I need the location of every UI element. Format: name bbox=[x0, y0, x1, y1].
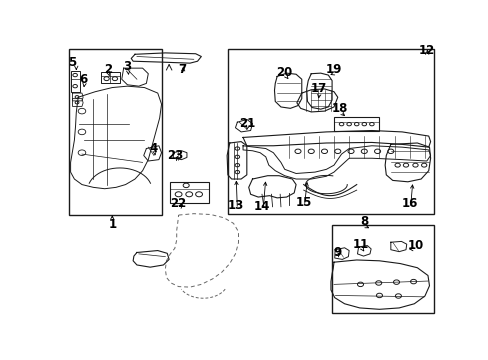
Text: 1: 1 bbox=[108, 218, 116, 231]
Text: 14: 14 bbox=[253, 200, 269, 213]
Text: 6: 6 bbox=[80, 73, 88, 86]
Text: 9: 9 bbox=[332, 246, 341, 259]
Text: 12: 12 bbox=[418, 44, 434, 57]
Text: 23: 23 bbox=[166, 149, 183, 162]
Bar bbox=[68, 49, 161, 215]
Bar bbox=[333, 117, 379, 131]
Bar bbox=[331, 225, 433, 314]
Bar bbox=[169, 182, 208, 203]
Text: 5: 5 bbox=[68, 56, 77, 69]
Text: 19: 19 bbox=[325, 63, 342, 76]
Text: 10: 10 bbox=[407, 239, 423, 252]
Text: 22: 22 bbox=[170, 198, 186, 211]
Text: 17: 17 bbox=[310, 82, 326, 95]
Text: 7: 7 bbox=[178, 63, 186, 76]
Text: 15: 15 bbox=[295, 196, 311, 209]
Text: 13: 13 bbox=[227, 199, 243, 212]
Text: 4: 4 bbox=[149, 142, 158, 155]
Text: 8: 8 bbox=[360, 216, 367, 229]
Text: 20: 20 bbox=[276, 66, 292, 79]
Bar bbox=[70, 71, 80, 92]
Text: 2: 2 bbox=[104, 63, 112, 76]
Text: 16: 16 bbox=[401, 198, 417, 211]
Text: 11: 11 bbox=[352, 238, 368, 251]
Text: 21: 21 bbox=[238, 117, 254, 130]
Text: 18: 18 bbox=[331, 102, 347, 115]
Text: 3: 3 bbox=[123, 60, 131, 73]
Bar bbox=[227, 49, 433, 214]
Bar bbox=[101, 72, 120, 84]
